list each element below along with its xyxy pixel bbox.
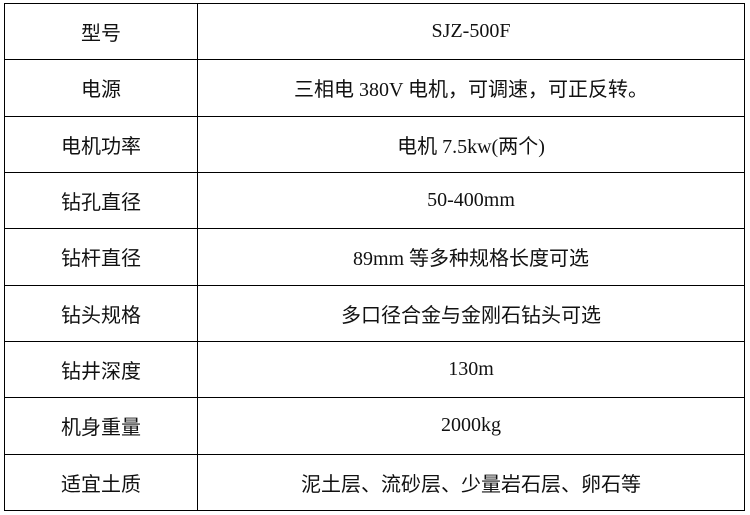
spec-value: 50-400mm: [197, 171, 745, 230]
table-row: 钻头规格 多口径合金与金刚石钻头可选: [4, 284, 745, 342]
table-row: 电机功率 电机 7.5kw(两个): [4, 115, 745, 173]
spec-value: 泥土层、流砂层、少量岩石层、卵石等: [197, 453, 745, 512]
spec-value: 130m: [197, 340, 745, 399]
spec-value: 2000kg: [197, 397, 745, 455]
spec-value: 三相电 380V 电机，可调速，可正反转。: [197, 59, 745, 117]
spec-label: 钻孔直径: [4, 171, 198, 230]
table-row: 适宜土质 泥土层、流砂层、少量岩石层、卵石等: [4, 453, 745, 512]
spec-value: 电机 7.5kw(两个): [197, 115, 745, 173]
spec-label: 型号: [4, 2, 198, 61]
spec-table: 型号 SJZ-500F 电源 三相电 380V 电机，可调速，可正反转。 电机功率 电机 …: [4, 2, 745, 512]
table-row: 钻孔直径 50-400mm: [4, 171, 745, 230]
spec-value: 89mm 等多种规格长度可选: [197, 228, 745, 286]
spec-label: 电源: [4, 59, 198, 117]
table-row: 机身重量 2000kg: [4, 397, 745, 455]
table-row: 钻杆直径 89mm 等多种规格长度可选: [4, 228, 745, 286]
table-row: 型号 SJZ-500F: [4, 2, 745, 61]
spec-label: 电机功率: [4, 115, 198, 173]
table-row: 钻井深度 130m: [4, 340, 745, 399]
table-body: 型号 SJZ-500F 电源 三相电 380V 电机，可调速，可正反转。 电机功率 电机 …: [4, 2, 745, 512]
spec-label: 适宜土质: [4, 453, 198, 512]
spec-label: 钻头规格: [4, 284, 198, 342]
spec-value: 多口径合金与金刚石钻头可选: [197, 284, 745, 342]
spec-value: SJZ-500F: [197, 2, 745, 61]
spec-label: 钻杆直径: [4, 228, 198, 286]
table-row: 电源 三相电 380V 电机，可调速，可正反转。: [4, 59, 745, 117]
spec-label: 钻井深度: [4, 340, 198, 399]
spec-label: 机身重量: [4, 397, 198, 455]
